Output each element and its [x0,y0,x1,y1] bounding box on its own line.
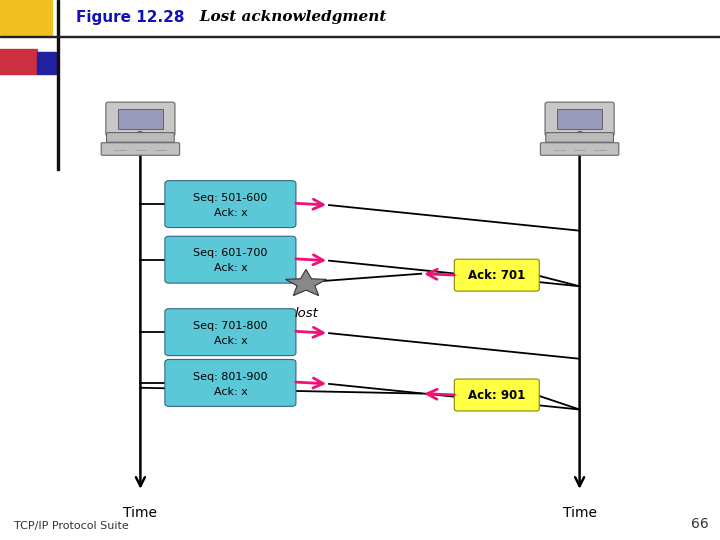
Text: Seq: 701-800: Seq: 701-800 [193,321,268,331]
Text: Ack: x: Ack: x [214,208,247,218]
FancyBboxPatch shape [454,379,539,411]
Text: Time: Time [123,506,158,520]
Bar [37,52,56,73]
Text: Receiver: Receiver [549,103,610,117]
Text: Ack: x: Ack: x [214,387,247,396]
Text: Ack: 701: Ack: 701 [468,269,526,282]
FancyBboxPatch shape [165,309,296,356]
Text: 66: 66 [691,517,709,531]
FancyBboxPatch shape [101,143,180,156]
Bar [117,109,163,129]
Text: Seq: 801-900: Seq: 801-900 [193,372,268,382]
Text: Figure 12.28: Figure 12.28 [76,10,184,24]
FancyBboxPatch shape [540,143,619,156]
FancyBboxPatch shape [165,360,296,407]
FancyBboxPatch shape [165,236,296,283]
FancyBboxPatch shape [165,181,296,227]
Text: TCP/IP Protocol Suite: TCP/IP Protocol Suite [14,521,129,531]
FancyBboxPatch shape [545,102,614,136]
FancyBboxPatch shape [107,133,174,142]
Bar [557,109,603,129]
Text: Ack: x: Ack: x [214,336,247,346]
Polygon shape [285,269,327,295]
FancyBboxPatch shape [106,102,175,136]
Bar [0,36,720,37]
Bar [57,0,59,170]
Text: Ack: 901: Ack: 901 [468,388,526,402]
Text: Seq: 501-600: Seq: 501-600 [193,193,268,203]
Bar [0,49,37,73]
Text: Lost acknowledgment: Lost acknowledgment [184,10,386,24]
Text: lost: lost [294,307,318,320]
Text: Ack: x: Ack: x [214,264,247,273]
Bar [0,0,52,35]
FancyBboxPatch shape [454,259,539,291]
Text: Time: Time [562,506,597,520]
FancyBboxPatch shape [546,133,613,142]
Text: Seq: 601-700: Seq: 601-700 [193,248,268,259]
Text: Sender: Sender [116,103,165,117]
